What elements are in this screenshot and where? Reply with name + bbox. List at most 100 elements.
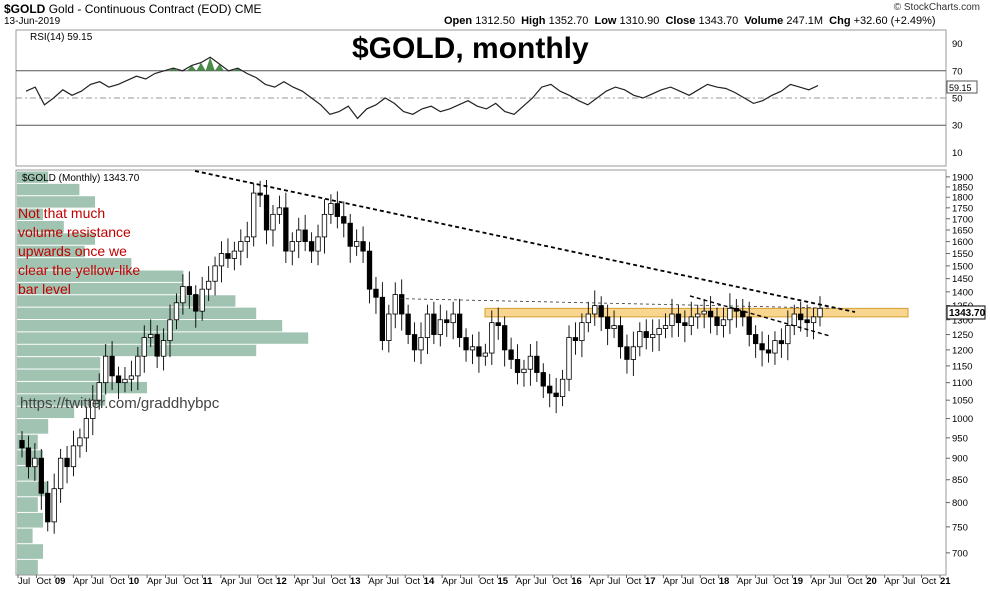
- candle-body: [148, 334, 154, 338]
- candle-body: [624, 346, 630, 360]
- x-tick-label: Apr: [147, 576, 162, 587]
- candle-body: [740, 310, 746, 318]
- candle-body: [791, 313, 797, 326]
- open-label: Open: [444, 15, 473, 27]
- candle-body: [25, 447, 32, 468]
- candle-body: [205, 280, 212, 290]
- rsi-current-value: 59.15: [949, 83, 972, 93]
- annotation-line-3: upwards once we: [18, 243, 127, 259]
- rsi-tick-label: 10: [952, 148, 963, 159]
- candle-body: [553, 392, 559, 398]
- x-tick-label: 21: [940, 576, 951, 587]
- candle-body: [630, 346, 637, 360]
- candle-body: [688, 316, 694, 326]
- low-value: 1310.90: [619, 15, 660, 27]
- price-tick-label: 1450: [952, 274, 973, 285]
- price-tick-label: 1400: [952, 287, 973, 298]
- x-tick-label: 20: [866, 576, 877, 587]
- candle-body: [746, 316, 752, 335]
- x-tick-label: Jul: [903, 576, 915, 587]
- x-tick-label: Jul: [166, 576, 178, 587]
- x-tick-label: Oct: [922, 576, 937, 587]
- stockcharts-brand: © StockCharts.com: [893, 2, 980, 13]
- candle-body: [476, 346, 482, 357]
- x-tick-label: Apr: [221, 576, 236, 587]
- price-tick-label: 1850: [952, 182, 973, 193]
- candle-body: [296, 229, 302, 242]
- price-tick-label: 1000: [952, 414, 973, 425]
- candle-body: [109, 355, 115, 377]
- rsi-line: [25, 56, 819, 120]
- last-price-tag: 1343.70: [946, 305, 986, 320]
- candle-body: [77, 437, 83, 447]
- candle-body: [759, 343, 765, 351]
- candle-body: [424, 313, 431, 338]
- candle-body: [167, 319, 173, 342]
- candle-body: [347, 222, 353, 247]
- price-tick-label: 1900: [952, 172, 973, 183]
- candle-body: [379, 296, 386, 342]
- x-tick-label: Oct: [479, 576, 494, 587]
- x-tick-label: Apr: [368, 576, 383, 587]
- candle-body: [289, 241, 295, 252]
- ohlc-stats: Open 1312.50 High 1352.70 Low 1310.90 Cl…: [444, 15, 936, 27]
- short-downtrend-line: [689, 295, 831, 337]
- annotation: Not that much volume resistance upwards …: [18, 205, 140, 297]
- x-tick-label: Jul: [534, 576, 546, 587]
- candle-body: [437, 319, 443, 335]
- x-tick-label: Jul: [756, 576, 768, 587]
- candle-body: [566, 337, 572, 380]
- candle-body: [366, 250, 373, 290]
- x-tick-label: Jul: [92, 576, 104, 587]
- candle-body: [714, 316, 720, 326]
- candle-body: [772, 340, 778, 354]
- candle-body: [592, 305, 598, 315]
- candle-body: [270, 213, 276, 231]
- candle-body: [695, 313, 701, 318]
- volume-profile-bar: [17, 233, 95, 245]
- candle-body: [122, 378, 128, 384]
- candle-body: [315, 236, 321, 252]
- candle-body: [579, 322, 585, 342]
- candle-body: [141, 337, 147, 357]
- volume-profile-bar: [17, 320, 283, 332]
- candle-body: [508, 349, 514, 360]
- candle-body: [321, 213, 328, 238]
- candle-body: [444, 319, 450, 324]
- volume-profile-bar: [17, 419, 49, 434]
- price-tick-label: 1550: [952, 249, 973, 260]
- close-value: 1343.70: [698, 15, 739, 27]
- x-tick-label: Apr: [811, 576, 826, 587]
- rsi-current-tag: 59.15: [946, 80, 978, 94]
- x-tick-label: Oct: [627, 576, 642, 587]
- volume-profile-bar: [17, 208, 43, 220]
- price-tick-label: 1150: [952, 361, 972, 372]
- volume-profile-bar: [17, 357, 101, 369]
- x-tick-label: 14: [424, 576, 435, 587]
- horizontal-resistance-line: [399, 298, 841, 309]
- candle-body: [302, 229, 308, 242]
- candle-body: [643, 331, 649, 338]
- volume-profile-bar: [17, 528, 33, 544]
- candle-body: [637, 331, 643, 348]
- x-tick-label: Jul: [461, 576, 473, 587]
- candle-body: [212, 265, 218, 282]
- volume-profile-bar: [17, 344, 257, 357]
- high-label: High: [521, 15, 546, 27]
- price-tick-label: 700: [952, 548, 968, 559]
- candle-body: [650, 334, 656, 338]
- price-panel-label: $GOLD (Monthly) 1343.70: [22, 173, 140, 184]
- price-tick-label: 850: [952, 475, 968, 486]
- x-tick-label: 16: [571, 576, 582, 587]
- candle-body: [276, 207, 283, 215]
- rsi-tick-label: 70: [952, 66, 963, 77]
- candle-body: [527, 355, 534, 370]
- candle-body: [257, 192, 263, 196]
- candle-body: [341, 216, 347, 224]
- x-tick-label: Jul: [682, 576, 694, 587]
- candle-body: [32, 457, 38, 468]
- x-tick-label: Apr: [295, 576, 310, 587]
- candle-body: [386, 313, 392, 342]
- exchange: CME: [234, 2, 262, 16]
